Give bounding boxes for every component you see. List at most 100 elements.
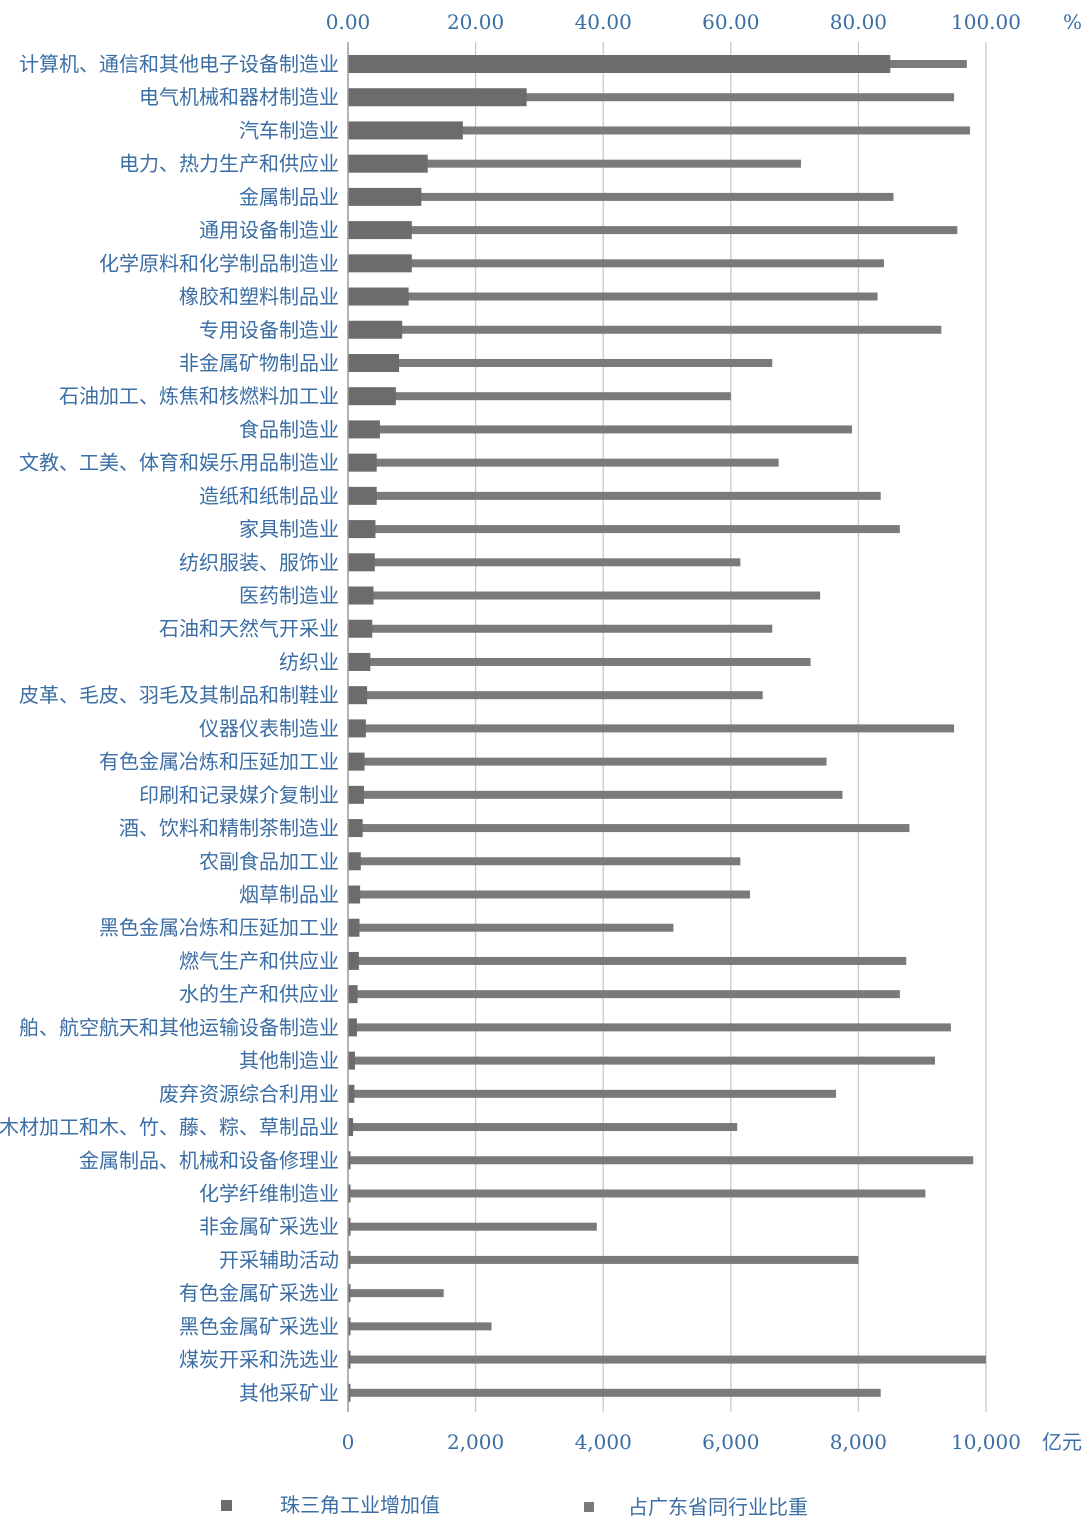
- bottom-tick-label: 10,000: [951, 1430, 1021, 1454]
- value-bar: [348, 951, 359, 970]
- category-label: 通用设备制造业: [199, 218, 339, 242]
- value-bar: [348, 320, 403, 339]
- share-bar: [348, 1089, 837, 1098]
- category-label: 皮革、毛皮、羽毛及其制品和制鞋业: [19, 683, 339, 707]
- value-bar: [348, 918, 360, 937]
- share-bar: [348, 1289, 444, 1298]
- bottom-tick-label: 4,000: [575, 1430, 632, 1454]
- legend-swatch-share: [584, 1502, 594, 1512]
- value-bar: [348, 1217, 351, 1236]
- share-bar: [348, 458, 779, 467]
- value-bar: [348, 885, 361, 904]
- top-tick-label: 80.00: [830, 10, 887, 34]
- category-label: 电力、热力生产和供应业: [119, 152, 339, 176]
- category-label: 印刷和记录媒介复制业: [139, 783, 339, 807]
- category-label: 橡胶和塑料制品业: [179, 285, 339, 309]
- value-bar: [348, 154, 428, 173]
- category-label: 煤炭开采和洗选业: [179, 1348, 339, 1372]
- share-bar: [348, 824, 910, 833]
- value-bar: [348, 121, 463, 140]
- share-bar: [348, 558, 741, 567]
- value-bar: [348, 819, 363, 838]
- value-bar: [348, 686, 368, 705]
- value-bar: [348, 1350, 351, 1369]
- category-label: 有色金属冶炼和压延加工业: [99, 750, 339, 774]
- value-bar: [348, 652, 371, 671]
- category-label: 非金属矿采选业: [199, 1215, 339, 1239]
- value-bar: [348, 1051, 356, 1070]
- category-label: 舶、航空航天和其他运输设备制造业: [19, 1015, 339, 1039]
- share-bar: [348, 1222, 597, 1231]
- top-tick-label: 0.00: [326, 10, 371, 34]
- value-bar: [348, 1151, 351, 1170]
- share-bar: [348, 757, 827, 766]
- value-bar: [348, 619, 373, 638]
- category-label: 黑色金属矿采选业: [179, 1314, 339, 1338]
- value-bar: [348, 1250, 351, 1269]
- category-label: 化学原料和化学制品制造业: [99, 251, 339, 275]
- category-label: 医药制造业: [239, 584, 339, 608]
- bottom-tick-label: 6,000: [702, 1430, 759, 1454]
- value-bar: [348, 254, 412, 273]
- share-bar: [348, 325, 942, 334]
- category-label: 水的生产和供应业: [179, 982, 339, 1006]
- bottom-tick-label: 0: [342, 1430, 355, 1454]
- share-bar: [348, 956, 907, 965]
- share-bar: [348, 525, 900, 534]
- category-label: 其他采矿业: [239, 1381, 339, 1405]
- bottom-tick-label: 2,000: [447, 1430, 504, 1454]
- category-label: 酒、饮料和精制茶制造业: [119, 816, 339, 840]
- share-bars: [348, 60, 986, 1397]
- value-bar: [348, 88, 527, 107]
- category-label: 非金属矿物制品业: [179, 351, 339, 375]
- value-bar: [348, 486, 377, 505]
- legend-label-share: 占广东省同行业比重: [628, 1495, 808, 1519]
- value-bar: [348, 1284, 351, 1303]
- value-bar: [348, 1018, 357, 1037]
- share-bar: [348, 857, 741, 866]
- category-label: 黑色金属冶炼和压延加工业: [99, 916, 339, 940]
- top-tick-label: 20.00: [447, 10, 504, 34]
- share-bar: [348, 126, 971, 135]
- top-tick-label: 100.00: [951, 10, 1021, 34]
- category-label: 电气机械和器材制造业: [139, 85, 339, 109]
- value-bars: [348, 55, 891, 1402]
- legend-label-value: 珠三角工业增加值: [280, 1493, 440, 1517]
- top-axis-unit: %: [1063, 10, 1082, 34]
- share-bar: [348, 392, 731, 401]
- value-bar: [348, 1184, 351, 1203]
- bottom-axis-unit: 亿元: [1042, 1430, 1082, 1454]
- share-bar: [348, 724, 955, 733]
- category-label: 石油加工、炼焦和核燃料加工业: [59, 384, 339, 408]
- category-label: 废弃资源综合利用业: [159, 1082, 339, 1106]
- value-bar: [348, 852, 361, 871]
- share-bar: [348, 790, 843, 799]
- legend: 珠三角工业增加值 占广东省同行业比重: [221, 1493, 808, 1519]
- share-bar: [348, 1056, 935, 1065]
- category-label: 金属制品业: [239, 185, 339, 209]
- category-label: 文教、工美、体育和娱乐用品制造业: [19, 451, 339, 475]
- share-bar: [348, 1123, 738, 1132]
- value-bar: [348, 353, 400, 372]
- bottom-axis: 亿元 0 2,000 4,000 6,000 8,000 10,000: [342, 1430, 1082, 1454]
- share-bar: [348, 990, 900, 999]
- category-label: 仪器仪表制造业: [199, 716, 339, 740]
- value-bar: [348, 1118, 354, 1137]
- category-label: 纺织业: [279, 650, 339, 674]
- category-label: 石油和天然气开采业: [159, 617, 339, 641]
- share-bar: [348, 491, 881, 500]
- value-bar: [348, 1383, 351, 1402]
- share-bar: [348, 192, 894, 201]
- value-bar: [348, 387, 396, 406]
- category-label: 化学纤维制造业: [199, 1181, 339, 1205]
- share-bar: [348, 1189, 926, 1198]
- share-bar: [348, 1023, 951, 1032]
- bottom-tick-label: 8,000: [830, 1430, 887, 1454]
- share-bar: [348, 657, 811, 666]
- share-bar: [348, 1255, 859, 1264]
- category-label: 有色金属矿采选业: [179, 1281, 339, 1305]
- category-label: 汽车制造业: [239, 118, 339, 142]
- top-tick-label: 40.00: [575, 10, 632, 34]
- category-label: 木材加工和木、竹、藤、粽、草制品业: [0, 1115, 339, 1139]
